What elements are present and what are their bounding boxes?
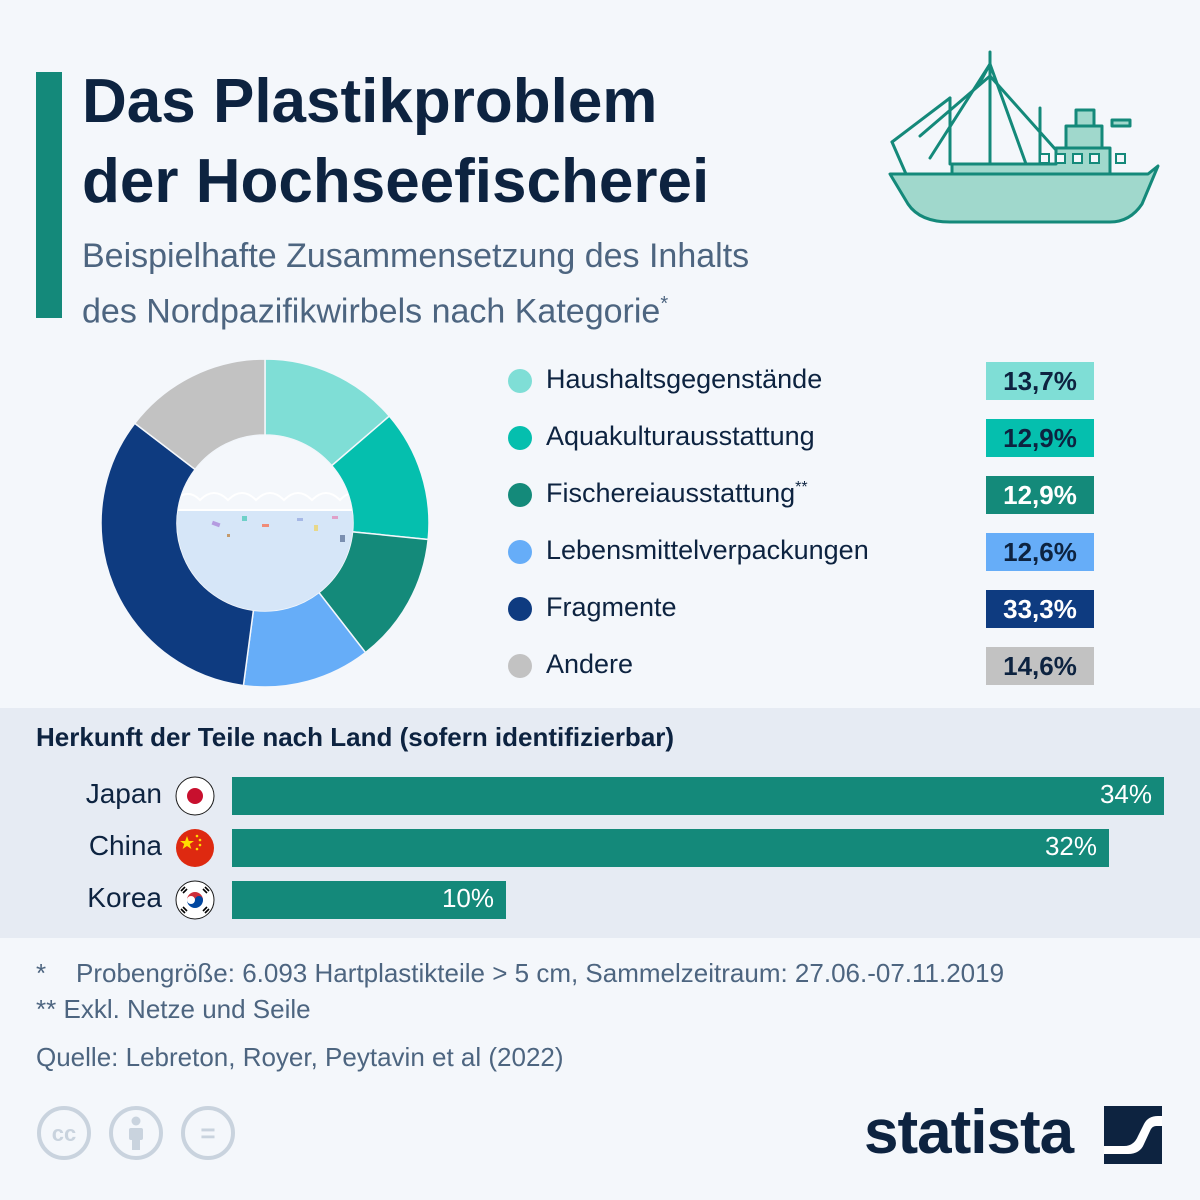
legend-value: 12,6% xyxy=(986,533,1094,571)
legend-item: Lebensmittelverpackungen 12,6% xyxy=(500,523,1100,580)
legend-label: Andere xyxy=(546,649,633,680)
subtitle-line-2: des Nordpazifikwirbels nach Kategorie* xyxy=(82,280,902,335)
donut-chart xyxy=(100,358,430,688)
subtitle: Beispielhafte Zusammensetzung des Inhalt… xyxy=(82,232,902,335)
legend-label: Lebensmittelverpackungen xyxy=(546,535,869,566)
bar-label: China xyxy=(88,830,162,861)
bar-track: 32% xyxy=(232,829,1164,867)
footnote-1-mark: * xyxy=(36,958,47,988)
footnotes: * Probengröße: 6.093 Hartplastikteile > 5… xyxy=(36,955,1004,1075)
legend-swatch xyxy=(508,654,532,678)
title-line-2: der Hochseefischerei xyxy=(82,147,710,216)
bar-value-label: 34% xyxy=(1099,779,1152,809)
legend-swatch xyxy=(508,597,532,621)
footnote-1: * Probengröße: 6.093 Hartplastikteile > 5… xyxy=(36,955,1004,991)
legend-label-text: Aquakulturausstattung xyxy=(546,421,815,451)
statista-mark-icon xyxy=(1104,1106,1162,1164)
bar-track: 10% xyxy=(232,881,1164,919)
legend-label-text: Haushaltsgegenstände xyxy=(546,364,823,394)
korea-flag-icon xyxy=(175,880,215,920)
legend-item: Aquakulturausstattung 12,9% xyxy=(500,409,1100,466)
legend-value: 14,6% xyxy=(986,647,1094,685)
legend-value: 12,9% xyxy=(986,419,1094,457)
legend-label-text: Fragmente xyxy=(546,592,677,622)
statista-logo-text: statista xyxy=(864,1098,1074,1167)
china-flag-icon xyxy=(176,829,214,867)
legend-footnote-mark: ** xyxy=(795,479,808,496)
legend-item: Fischereiausstattung** 12,9% xyxy=(500,466,1100,523)
legend-label-text: Lebensmittelverpackungen xyxy=(546,535,869,565)
chart-legend: Haushaltsgegenstände 13,7% Aquakulturausst… xyxy=(500,352,1100,694)
bar-row: China 32% xyxy=(0,828,1200,868)
legend-label-text: Fischereiausstattung xyxy=(546,478,796,508)
attribution-icon[interactable] xyxy=(108,1105,164,1161)
legend-label: Haushaltsgegenstände xyxy=(546,364,822,395)
bar-row: Japan 34% xyxy=(0,776,1200,816)
legend-item: Fragmente 33,3% xyxy=(500,580,1100,637)
legend-swatch xyxy=(508,540,532,564)
footnote-1-text: Probengröße: 6.093 Hartplastikteile > 5 … xyxy=(76,958,1005,988)
bar-value-label: 10% xyxy=(441,883,494,913)
japan-flag-icon xyxy=(175,776,215,816)
subtitle-line-1: Beispielhafte Zusammensetzung des Inhalt… xyxy=(82,237,750,275)
legend-label: Fragmente xyxy=(546,592,677,623)
legend-swatch xyxy=(508,369,532,393)
bar-track: 34% xyxy=(232,777,1164,815)
legend-value: 12,9% xyxy=(986,476,1094,514)
cc-icon[interactable]: cc xyxy=(36,1105,92,1161)
bar-row: Korea 10% xyxy=(0,880,1200,920)
bar xyxy=(232,829,1109,867)
footnote-2-text: Exkl. Netze und Seile xyxy=(63,994,311,1024)
footnote-2-mark: ** xyxy=(36,994,57,1024)
bar-label: Japan xyxy=(85,778,162,809)
cc-text: cc xyxy=(52,1121,76,1146)
no-derivatives-icon[interactable]: = xyxy=(180,1105,236,1161)
legend-label-text: Andere xyxy=(546,649,634,679)
country-origin-section: Herkunft der Teile nach Land (sofern ide… xyxy=(0,708,1200,938)
title-line-1: Das Plastikproblem xyxy=(82,67,658,136)
equals-text: = xyxy=(200,1118,215,1148)
country-chart-title: Herkunft der Teile nach Land (sofern ide… xyxy=(36,722,675,752)
footnote-2: ** Exkl. Netze und Seile xyxy=(36,991,1004,1027)
subtitle-footnote-mark: * xyxy=(660,293,669,315)
accent-bar xyxy=(36,72,62,318)
legend-label: Fischereiausstattung** xyxy=(546,478,808,509)
legend-label: Aquakulturausstattung xyxy=(546,421,815,452)
legend-swatch xyxy=(508,426,532,450)
legend-swatch xyxy=(508,483,532,507)
subtitle-line-2-text: des Nordpazifikwirbels nach Kategorie xyxy=(82,292,661,331)
bar-label: Korea xyxy=(87,882,162,913)
legend-item: Haushaltsgegenstände 13,7% xyxy=(500,352,1100,409)
legend-value: 33,3% xyxy=(986,590,1094,628)
bar xyxy=(232,881,506,919)
fishing-boat-icon xyxy=(888,50,1160,224)
legend-value: 13,7% xyxy=(986,362,1094,400)
source-note: Quelle: Lebreton, Royer, Peytavin et al … xyxy=(36,1042,564,1072)
bar xyxy=(232,777,1164,815)
bar-value-label: 32% xyxy=(1044,831,1097,861)
legend-item: Andere 14,6% xyxy=(500,637,1100,694)
page-title: Das Plastikproblem der Hochseefischerei xyxy=(82,62,709,222)
